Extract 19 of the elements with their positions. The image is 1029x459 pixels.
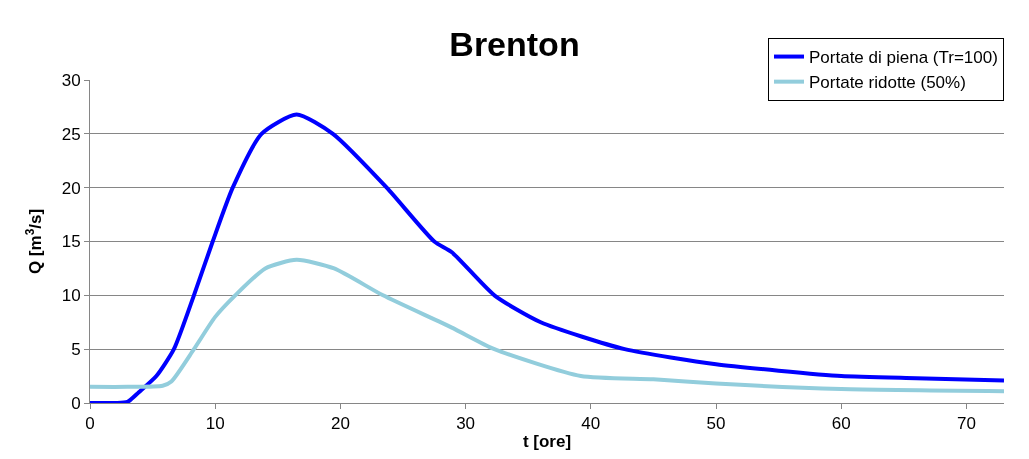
x-tick-label: 60	[831, 414, 851, 434]
x-tick-label: 0	[85, 414, 95, 434]
x-tick-label: 30	[456, 414, 476, 434]
legend-label: Portate di piena (Tr=100)	[809, 48, 998, 68]
x-tick-label: 20	[330, 414, 350, 434]
x-tick-label: 50	[706, 414, 726, 434]
x-axis-title: t [ore]	[522, 431, 572, 451]
x-tick-label: 10	[205, 414, 225, 434]
y-tick-label: 15	[61, 232, 81, 252]
y-tick-label: 20	[61, 178, 81, 198]
x-tick-label: 70	[956, 414, 976, 434]
y-tick-label: 0	[71, 393, 81, 413]
x-tick-label: 40	[581, 414, 601, 434]
y-tick-label: 30	[61, 70, 81, 90]
legend-label: Portate ridotte (50%)	[809, 73, 966, 93]
y-tick-label: 25	[61, 124, 81, 144]
y-tick-label: 5	[71, 340, 81, 360]
chart-title: Brenton	[449, 24, 580, 63]
y-tick-label: 10	[61, 286, 81, 306]
